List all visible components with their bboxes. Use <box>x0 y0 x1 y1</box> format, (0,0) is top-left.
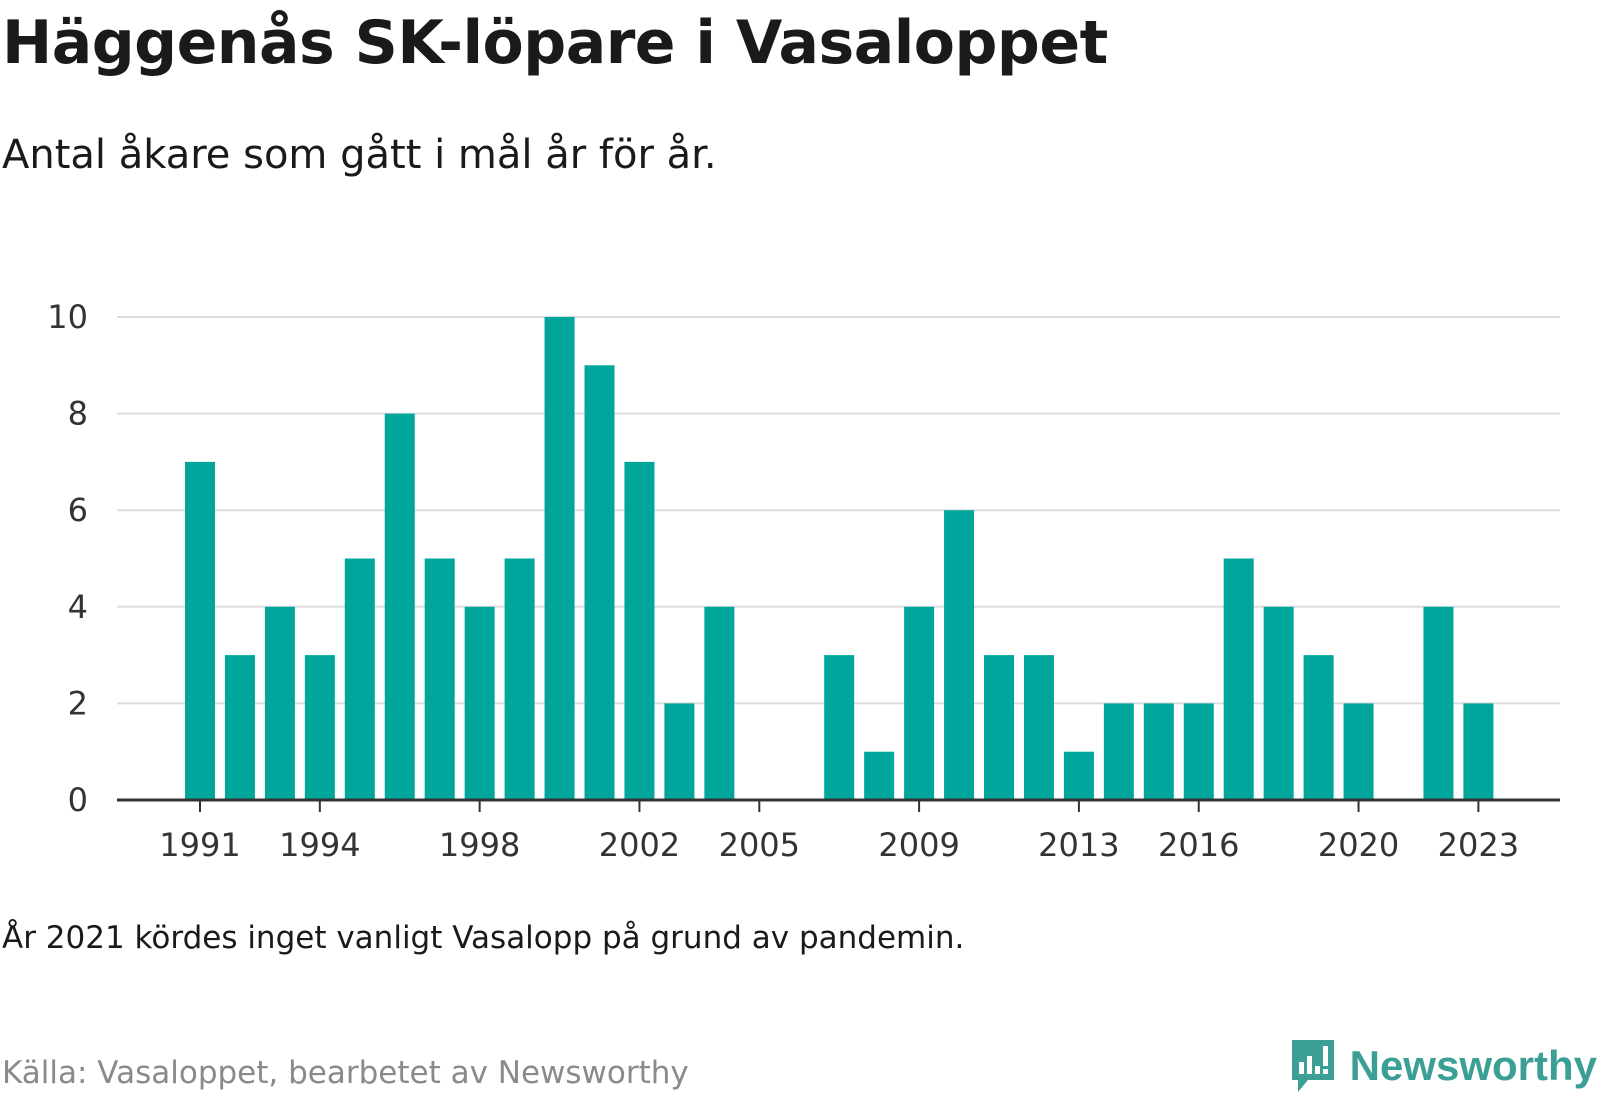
bar <box>264 606 295 800</box>
bar <box>224 655 255 800</box>
bar <box>1303 655 1334 800</box>
x-tick-label: 2020 <box>1318 826 1399 860</box>
y-tick-label: 8 <box>68 395 88 433</box>
brand-name: Newsworthy <box>1349 1042 1597 1089</box>
bar <box>1343 703 1374 800</box>
bar <box>904 606 935 800</box>
bar <box>624 461 655 800</box>
chart-title: Häggenås SK-löpare i Vasaloppet <box>2 8 1108 78</box>
x-tick-label: 1994 <box>279 826 360 860</box>
bar <box>464 606 495 800</box>
newsworthy-logo-icon <box>1291 1040 1334 1092</box>
bar <box>864 751 895 800</box>
bar-chart: 0 2 4 6 8 10 1991 1994 1998 2002 2005 2009 2013 2016 2… <box>47 298 1560 860</box>
x-tick-label: 1991 <box>159 826 240 860</box>
bar <box>344 558 375 800</box>
bar <box>1463 703 1494 800</box>
x-tick-label: 1998 <box>439 826 520 860</box>
bar <box>984 655 1014 800</box>
bar <box>664 703 695 800</box>
y-tick-label: 10 <box>47 298 88 336</box>
y-tick-label: 6 <box>68 491 88 529</box>
bar <box>1223 558 1254 800</box>
bar <box>544 317 575 800</box>
brand-logo: Newsworthy <box>1288 1038 1597 1094</box>
bar <box>1143 703 1174 800</box>
bar <box>584 365 615 800</box>
bar <box>1263 606 1294 800</box>
x-tick-label: 2002 <box>599 826 680 860</box>
bar <box>1423 606 1454 800</box>
bar <box>504 558 535 800</box>
x-tick-label: 2005 <box>719 826 800 860</box>
x-tick-label: 2013 <box>1038 826 1119 860</box>
y-tick-label: 0 <box>68 781 88 819</box>
footnote: År 2021 kördes inget vanligt Vasalopp på… <box>2 920 965 956</box>
bar <box>304 655 335 800</box>
x-tick-label: 2016 <box>1158 826 1239 860</box>
bar <box>384 413 415 800</box>
bar <box>824 655 855 800</box>
bar <box>1183 703 1214 800</box>
bar <box>1103 703 1134 800</box>
source-credit: Källa: Vasaloppet, bearbetet av Newswort… <box>2 1055 689 1091</box>
x-tick-label: 2009 <box>878 826 959 860</box>
bar <box>1023 655 1054 800</box>
bar <box>424 558 455 800</box>
bar <box>185 461 215 800</box>
bar <box>704 606 735 800</box>
x-tick-label: 2023 <box>1438 826 1519 860</box>
y-tick-label: 2 <box>68 684 88 722</box>
bar <box>944 510 975 800</box>
chart-subtitle: Antal åkare som gått i mål år för år. <box>2 132 717 178</box>
bar <box>1063 751 1094 800</box>
y-tick-label: 4 <box>68 588 88 626</box>
